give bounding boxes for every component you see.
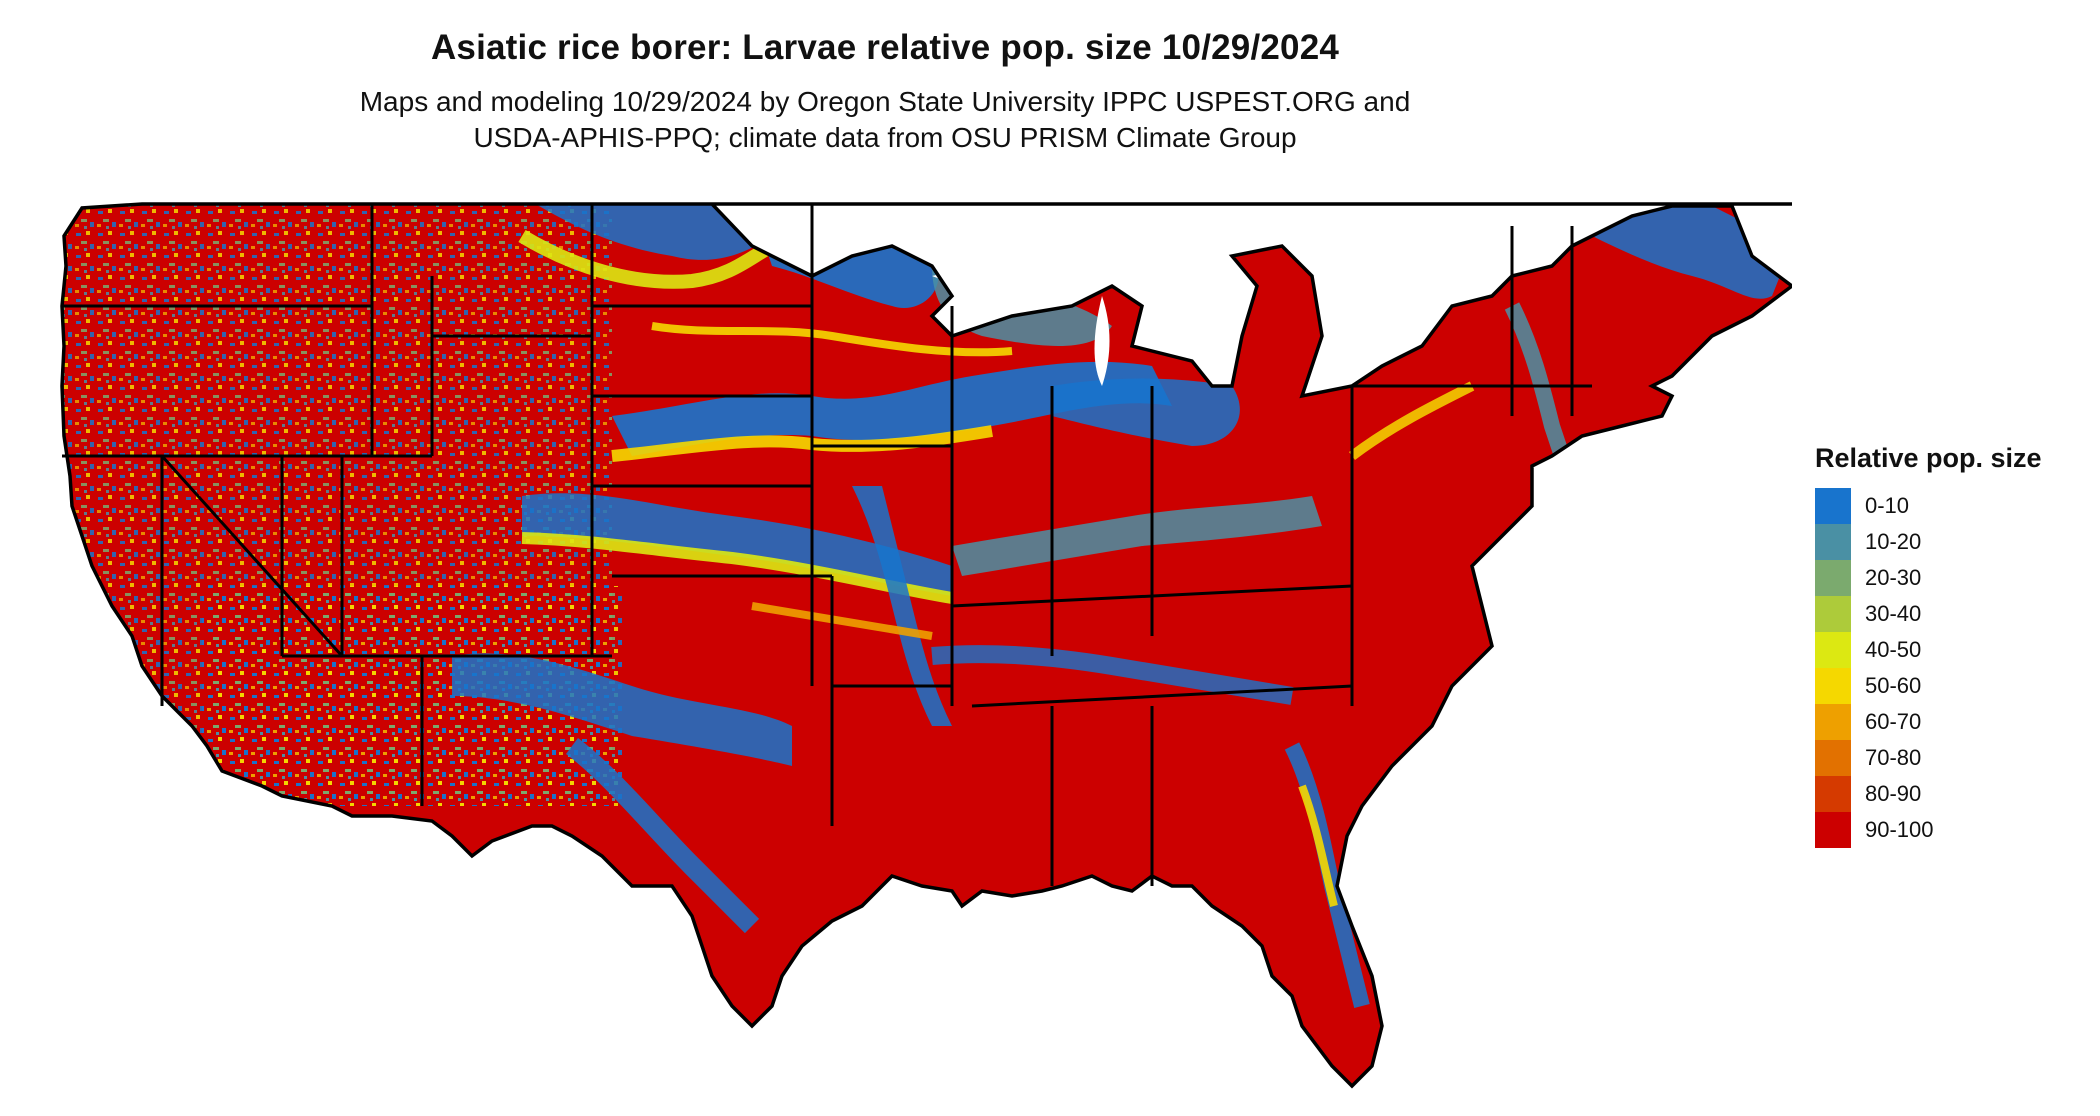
state-boundaries [62,204,1592,886]
legend-item: 30-40 [1815,596,2085,632]
legend-swatch [1815,740,1851,776]
plains-transition [651,322,1013,357]
map-raster-layer [62,204,1792,1086]
gulf-states-low-band [931,645,1294,705]
boundary-ky-tn [951,584,1353,608]
tennessee-low-band [952,496,1322,576]
lake-huron [1172,326,1222,376]
legend-item: 40-50 [1815,632,2085,668]
legend-label: 20-30 [1865,565,1922,590]
legend-item: 0-10 [1815,488,2085,524]
legend-item: 70-80 [1815,740,2085,776]
lake-michigan [1094,296,1110,386]
texas-coast-low [565,738,760,934]
legend-label: 70-80 [1865,745,1922,770]
legend-item: 50-60 [1815,668,2085,704]
legend-label: 10-20 [1865,529,1922,554]
virginia-transition [1349,381,1475,461]
legend-label: 90-100 [1865,817,1934,842]
us-population-map [52,186,1792,1116]
legend-swatch [1815,488,1851,524]
legend-swatch [1815,596,1851,632]
legend-label: 30-40 [1865,601,1922,626]
subtitle-line-1: Maps and modeling 10/29/2024 by Oregon S… [359,86,1411,117]
texas-low-band [452,653,792,766]
oklahoma-low-band [522,493,952,596]
legend-swatch [1815,776,1851,812]
legend-swatch [1815,812,1851,848]
legend-label: 0-10 [1865,493,1910,518]
boundary-tn-ms [971,684,1353,708]
legend-label: 40-50 [1865,637,1922,662]
legend: Relative pop. size 0-10 10-20 20-30 30-40 40… [1815,443,2085,848]
lake-superior [932,270,1072,295]
north-dakota-transition [518,229,776,289]
legend-item: 10-20 [1815,524,2085,560]
map-subtitle: Maps and modeling 10/29/2024 by Oregon S… [0,84,1770,156]
ohio-low-area [1052,378,1240,446]
legend-label: 50-60 [1865,673,1922,698]
legend-title: Relative pop. size [1815,443,2042,473]
central-low-band [612,361,1172,456]
legend-swatch [1815,524,1851,560]
legend-label: 80-90 [1865,781,1922,806]
subtitle-line-2: USDA-APHIS-PPQ; climate data from OSU PR… [473,122,1297,153]
legend-items: 0-10 10-20 20-30 30-40 40-50 50-60 60-70 70-80 8… [1815,488,2085,848]
legend-swatch [1815,632,1851,668]
legend-item: 60-70 [1815,704,2085,740]
florida-transition [1298,784,1338,907]
legend-swatch [1815,560,1851,596]
legend-label: 60-70 [1865,709,1922,734]
legend-swatch [1815,704,1851,740]
arkansas-transition [751,602,933,640]
legend-item: 80-90 [1815,776,2085,812]
us-map-svg [60,202,1792,1088]
boundary-ca-nv-diagonal [160,454,344,658]
map-title: Asiatic rice borer: Larvae relative pop.… [430,28,1340,67]
legend-swatch [1815,668,1851,704]
mississippi-valley-low [852,486,952,726]
legend-item: 90-100 [1815,812,2085,848]
legend-item: 20-30 [1815,560,2085,596]
